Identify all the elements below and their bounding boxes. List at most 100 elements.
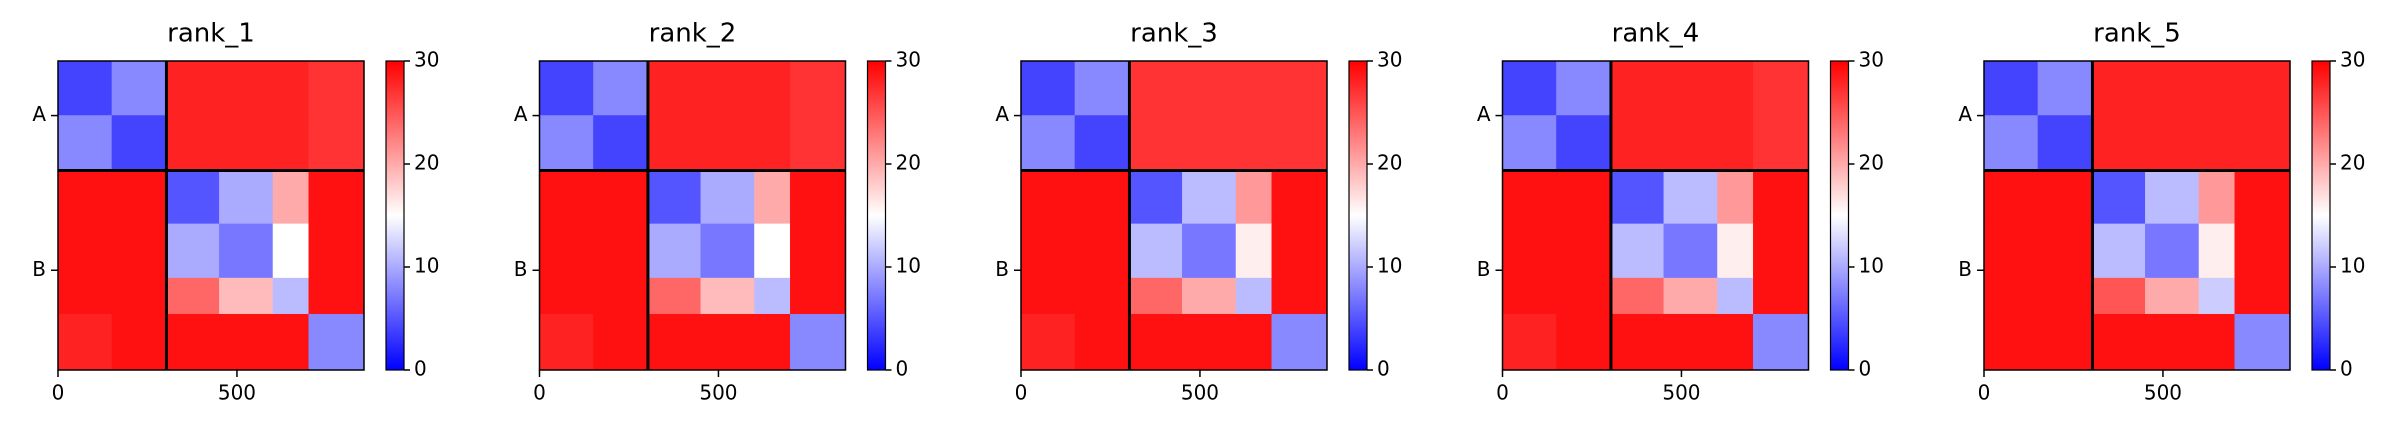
heat-cell — [2198, 223, 2236, 279]
heat-cell — [1182, 170, 1237, 225]
heat-cell — [166, 61, 220, 116]
heat-cell — [2234, 223, 2291, 279]
x-tick-label: 500 — [699, 381, 737, 405]
heat-cell — [1021, 223, 1076, 279]
y-tick-label: B — [514, 257, 528, 281]
heat-cell — [2145, 313, 2200, 371]
y-tick-label: A — [1477, 102, 1491, 126]
heat-cell — [1074, 61, 1130, 116]
colorbar-tick-label: 10 — [896, 254, 921, 278]
heat-cell — [1502, 170, 1557, 225]
y-tick-label: B — [1477, 257, 1491, 281]
heat-cell — [2198, 313, 2236, 371]
colorbar-tick-label: 20 — [414, 151, 439, 175]
y-tick-label: A — [514, 102, 528, 126]
heat-cell — [1021, 115, 1076, 172]
heat-cell — [593, 170, 649, 225]
panel-title: rank_3 — [1130, 19, 1218, 49]
heat-cell — [700, 277, 755, 315]
heat-cell — [647, 115, 702, 172]
heat-cell — [272, 223, 310, 279]
heat-cell — [1271, 313, 1328, 371]
heat-cell — [1717, 223, 1754, 279]
heat-cell — [700, 61, 755, 116]
colorbar-tick-label: 30 — [1859, 48, 1884, 72]
heat-cell — [166, 115, 220, 172]
heat-cell — [754, 61, 791, 116]
heat-cell — [1271, 277, 1328, 315]
colorbar-tick-label: 30 — [896, 48, 921, 72]
heat-cell — [790, 115, 846, 172]
x-tick-label: 500 — [1662, 381, 1700, 405]
heat-cell — [1235, 223, 1273, 279]
heat-cell — [111, 61, 167, 116]
heat-cell — [1235, 115, 1273, 172]
heat-cell — [1235, 61, 1273, 116]
heat-cell — [1556, 115, 1612, 172]
heat-cell — [1129, 313, 1183, 371]
heat-cell — [2234, 170, 2291, 225]
heat-cell — [1663, 223, 1718, 279]
x-tick-label: 500 — [218, 381, 256, 405]
heat-cell — [1182, 313, 1237, 371]
panel-title: rank_2 — [649, 19, 737, 49]
colorbar-tick-label: 0 — [414, 357, 427, 381]
heat-cell — [2092, 115, 2146, 172]
heat-cell — [1753, 170, 1809, 225]
heat-cell — [539, 61, 594, 116]
heat-cell — [1235, 313, 1273, 371]
heat-cell — [1129, 115, 1183, 172]
heat-cell — [272, 170, 310, 225]
heat-cell — [790, 170, 846, 225]
heat-cell — [1556, 61, 1612, 116]
heat-cell — [1074, 313, 1130, 371]
colorbar-tick-label: 20 — [1859, 151, 1884, 175]
heat-cell — [1182, 223, 1237, 279]
heat-cell — [539, 170, 594, 225]
heat-cell — [2234, 115, 2291, 172]
heat-cell — [1271, 115, 1328, 172]
heat-cell — [647, 61, 702, 116]
panel: rank_1 0 500 A B 0 10 20 30 — [32, 19, 439, 405]
heat-cell — [1717, 170, 1754, 225]
heat-cell — [2092, 223, 2146, 279]
heat-cell — [1984, 61, 2039, 116]
x-tick-label: 0 — [533, 381, 546, 405]
heat-cell — [166, 313, 220, 371]
heat-cell — [219, 115, 274, 172]
heat-cell — [539, 313, 594, 371]
x-tick-label: 0 — [1978, 381, 1991, 405]
heat-cell — [1271, 223, 1328, 279]
heat-cell — [790, 277, 846, 315]
heat-cell — [1182, 277, 1237, 315]
heat-cell — [1182, 115, 1237, 172]
heat-cell — [111, 223, 167, 279]
x-tick-label: 0 — [1496, 381, 1509, 405]
plot-frame — [538, 60, 847, 371]
y-tick-label: A — [1958, 102, 1972, 126]
heat-cell — [2198, 277, 2236, 315]
heat-cell — [2145, 170, 2200, 225]
y-tick-label: A — [32, 102, 46, 126]
heat-cell — [1021, 61, 1076, 116]
heat-cell — [2234, 313, 2291, 371]
colorbar — [866, 60, 887, 371]
heat-cell — [700, 170, 755, 225]
panel-title: rank_5 — [2093, 19, 2181, 49]
heat-cell — [1610, 277, 1665, 315]
colorbar-tick-label: 0 — [896, 357, 909, 381]
heat-cell — [1610, 313, 1665, 371]
heat-cell — [111, 313, 167, 371]
heat-cell — [1074, 170, 1130, 225]
heat-cell — [593, 277, 649, 315]
colorbar-tick-label: 30 — [2340, 48, 2365, 72]
heat-cell — [1021, 170, 1076, 225]
heat-cell — [1984, 170, 2039, 225]
heat-cell — [1074, 223, 1130, 279]
heat-cell — [790, 313, 846, 371]
heat-cell — [1663, 277, 1718, 315]
heat-cell — [1717, 61, 1754, 116]
heat-cell — [1074, 277, 1130, 315]
heat-cell — [1271, 170, 1328, 225]
